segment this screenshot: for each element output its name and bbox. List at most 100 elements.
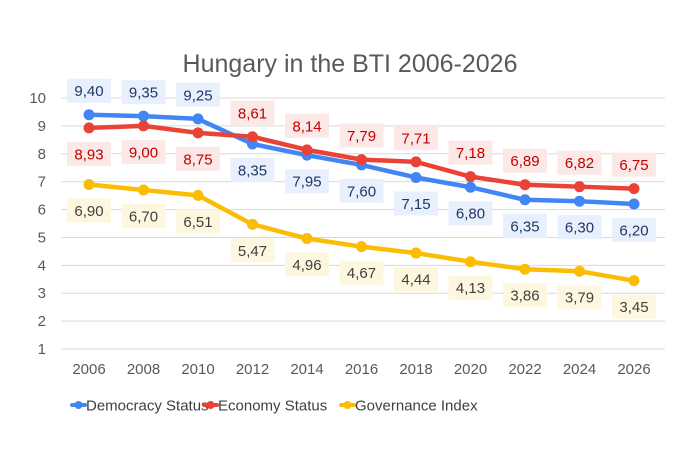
- data-label: 7,71: [394, 125, 438, 150]
- data-point: [574, 195, 585, 207]
- legend: Democracy Status Economy Status Governance…: [70, 398, 478, 415]
- data-label: 3,86: [503, 283, 547, 308]
- data-label-text: 5,47: [238, 243, 267, 260]
- data-label-text: 7,60: [347, 183, 376, 200]
- x-tick-label: 2026: [617, 361, 650, 378]
- legend-item-democracy-status: Democracy Status: [70, 398, 209, 415]
- data-label: 8,75: [176, 146, 220, 171]
- data-label-bg: [612, 217, 656, 242]
- data-label-bg: [285, 169, 329, 194]
- legend-swatch-marker: [206, 401, 215, 409]
- data-label: 6,89: [503, 148, 547, 173]
- data-label: 6,51: [176, 209, 220, 234]
- data-point: [519, 194, 531, 206]
- data-label-text: 7,15: [401, 196, 430, 213]
- data-label-bg: [394, 125, 438, 150]
- data-label: 7,60: [339, 178, 384, 203]
- legend-label: Democracy Status: [86, 398, 209, 415]
- data-point: [192, 127, 204, 139]
- data-point: [356, 241, 367, 253]
- data-label-bg: [448, 140, 493, 165]
- data-label-bg: [394, 267, 438, 292]
- data-label: 6,30: [557, 215, 602, 240]
- data-label-text: 9,25: [183, 87, 212, 104]
- data-label-text: 6,89: [510, 153, 539, 170]
- data-label-text: 9,00: [129, 144, 158, 161]
- y-tick-label: 10: [29, 90, 46, 107]
- x-tick-label: 2008: [127, 361, 160, 378]
- x-tick-label: 2006: [72, 361, 105, 378]
- data-label: 8,61: [230, 100, 275, 125]
- data-point: [192, 113, 204, 125]
- data-label-bg: [176, 209, 220, 234]
- data-label: 8,35: [230, 158, 275, 183]
- series-lines: [83, 109, 640, 287]
- x-axis-ticks: 2006 2008 2010 2012 2014 2016 2018 2020 2022 2024…: [72, 361, 650, 378]
- data-label-text: 4,67: [347, 265, 376, 282]
- data-label: 6,70: [121, 204, 166, 229]
- data-label: 3,79: [557, 285, 602, 310]
- y-tick-label: 4: [38, 257, 46, 274]
- y-tick-label: 9: [38, 118, 46, 135]
- data-label-bg: [612, 152, 656, 177]
- data-label-bg: [176, 82, 220, 107]
- legend-label: Governance Index: [355, 398, 478, 415]
- data-label-bg: [285, 252, 329, 277]
- data-point: [574, 181, 585, 193]
- data-label-text: 3,79: [565, 290, 594, 307]
- data-label-bg: [557, 215, 602, 240]
- data-point: [83, 178, 95, 190]
- data-label-text: 6,30: [565, 220, 594, 237]
- data-point: [192, 189, 204, 201]
- data-point: [410, 156, 422, 168]
- legend-swatch-marker: [343, 401, 352, 409]
- data-label-text: 7,95: [292, 174, 321, 191]
- data-label-text: 9,40: [74, 83, 103, 100]
- data-label: 4,96: [285, 252, 329, 277]
- data-label-text: 6,80: [456, 206, 485, 223]
- data-label-text: 3,45: [619, 299, 648, 316]
- data-label-text: 6,82: [565, 155, 594, 172]
- data-label: 6,90: [67, 198, 111, 223]
- data-label-text: 4,13: [456, 280, 485, 297]
- data-label-bg: [339, 123, 384, 148]
- data-label-text: 8,61: [238, 105, 267, 122]
- data-label: 5,47: [230, 238, 275, 263]
- y-tick-label: 8: [38, 146, 46, 163]
- data-labels: 9,40 9,35 9,25 8,35 7,95 7,60 7,15 6,80 6,35 6,30…: [67, 78, 656, 319]
- data-label-bg: [230, 100, 275, 125]
- data-label-bg: [557, 150, 602, 175]
- data-label-text: 7,79: [347, 128, 376, 145]
- data-label-bg: [339, 178, 384, 203]
- x-tick-label: 2018: [399, 361, 432, 378]
- y-tick-label: 3: [38, 285, 46, 302]
- data-label-bg: [67, 78, 111, 103]
- x-tick-label: 2010: [181, 361, 214, 378]
- data-point: [519, 179, 531, 191]
- data-label: 6,75: [612, 152, 656, 177]
- legend-swatch-marker: [74, 401, 83, 409]
- series-economy-status: [83, 120, 640, 195]
- data-point: [247, 218, 258, 230]
- data-point: [410, 247, 422, 259]
- data-point: [628, 275, 640, 287]
- data-label: 9,35: [121, 80, 166, 105]
- data-point: [574, 265, 585, 277]
- y-tick-label: 7: [38, 174, 46, 191]
- data-label: 8,93: [67, 141, 111, 166]
- y-tick-label: 5: [38, 229, 46, 246]
- data-label-bg: [176, 146, 220, 171]
- data-label: 9,25: [176, 82, 220, 107]
- data-label: 4,13: [448, 275, 493, 300]
- legend-item-economy-status: Economy Status: [202, 398, 327, 415]
- data-label-text: 3,86: [510, 288, 539, 305]
- data-label: 6,35: [503, 213, 547, 238]
- data-label-bg: [503, 213, 547, 238]
- data-label-text: 6,70: [129, 209, 158, 226]
- data-label-bg: [230, 238, 275, 263]
- data-label-bg: [121, 139, 166, 164]
- data-label-bg: [503, 148, 547, 173]
- data-label-text: 7,18: [456, 145, 485, 162]
- data-label-bg: [612, 294, 656, 319]
